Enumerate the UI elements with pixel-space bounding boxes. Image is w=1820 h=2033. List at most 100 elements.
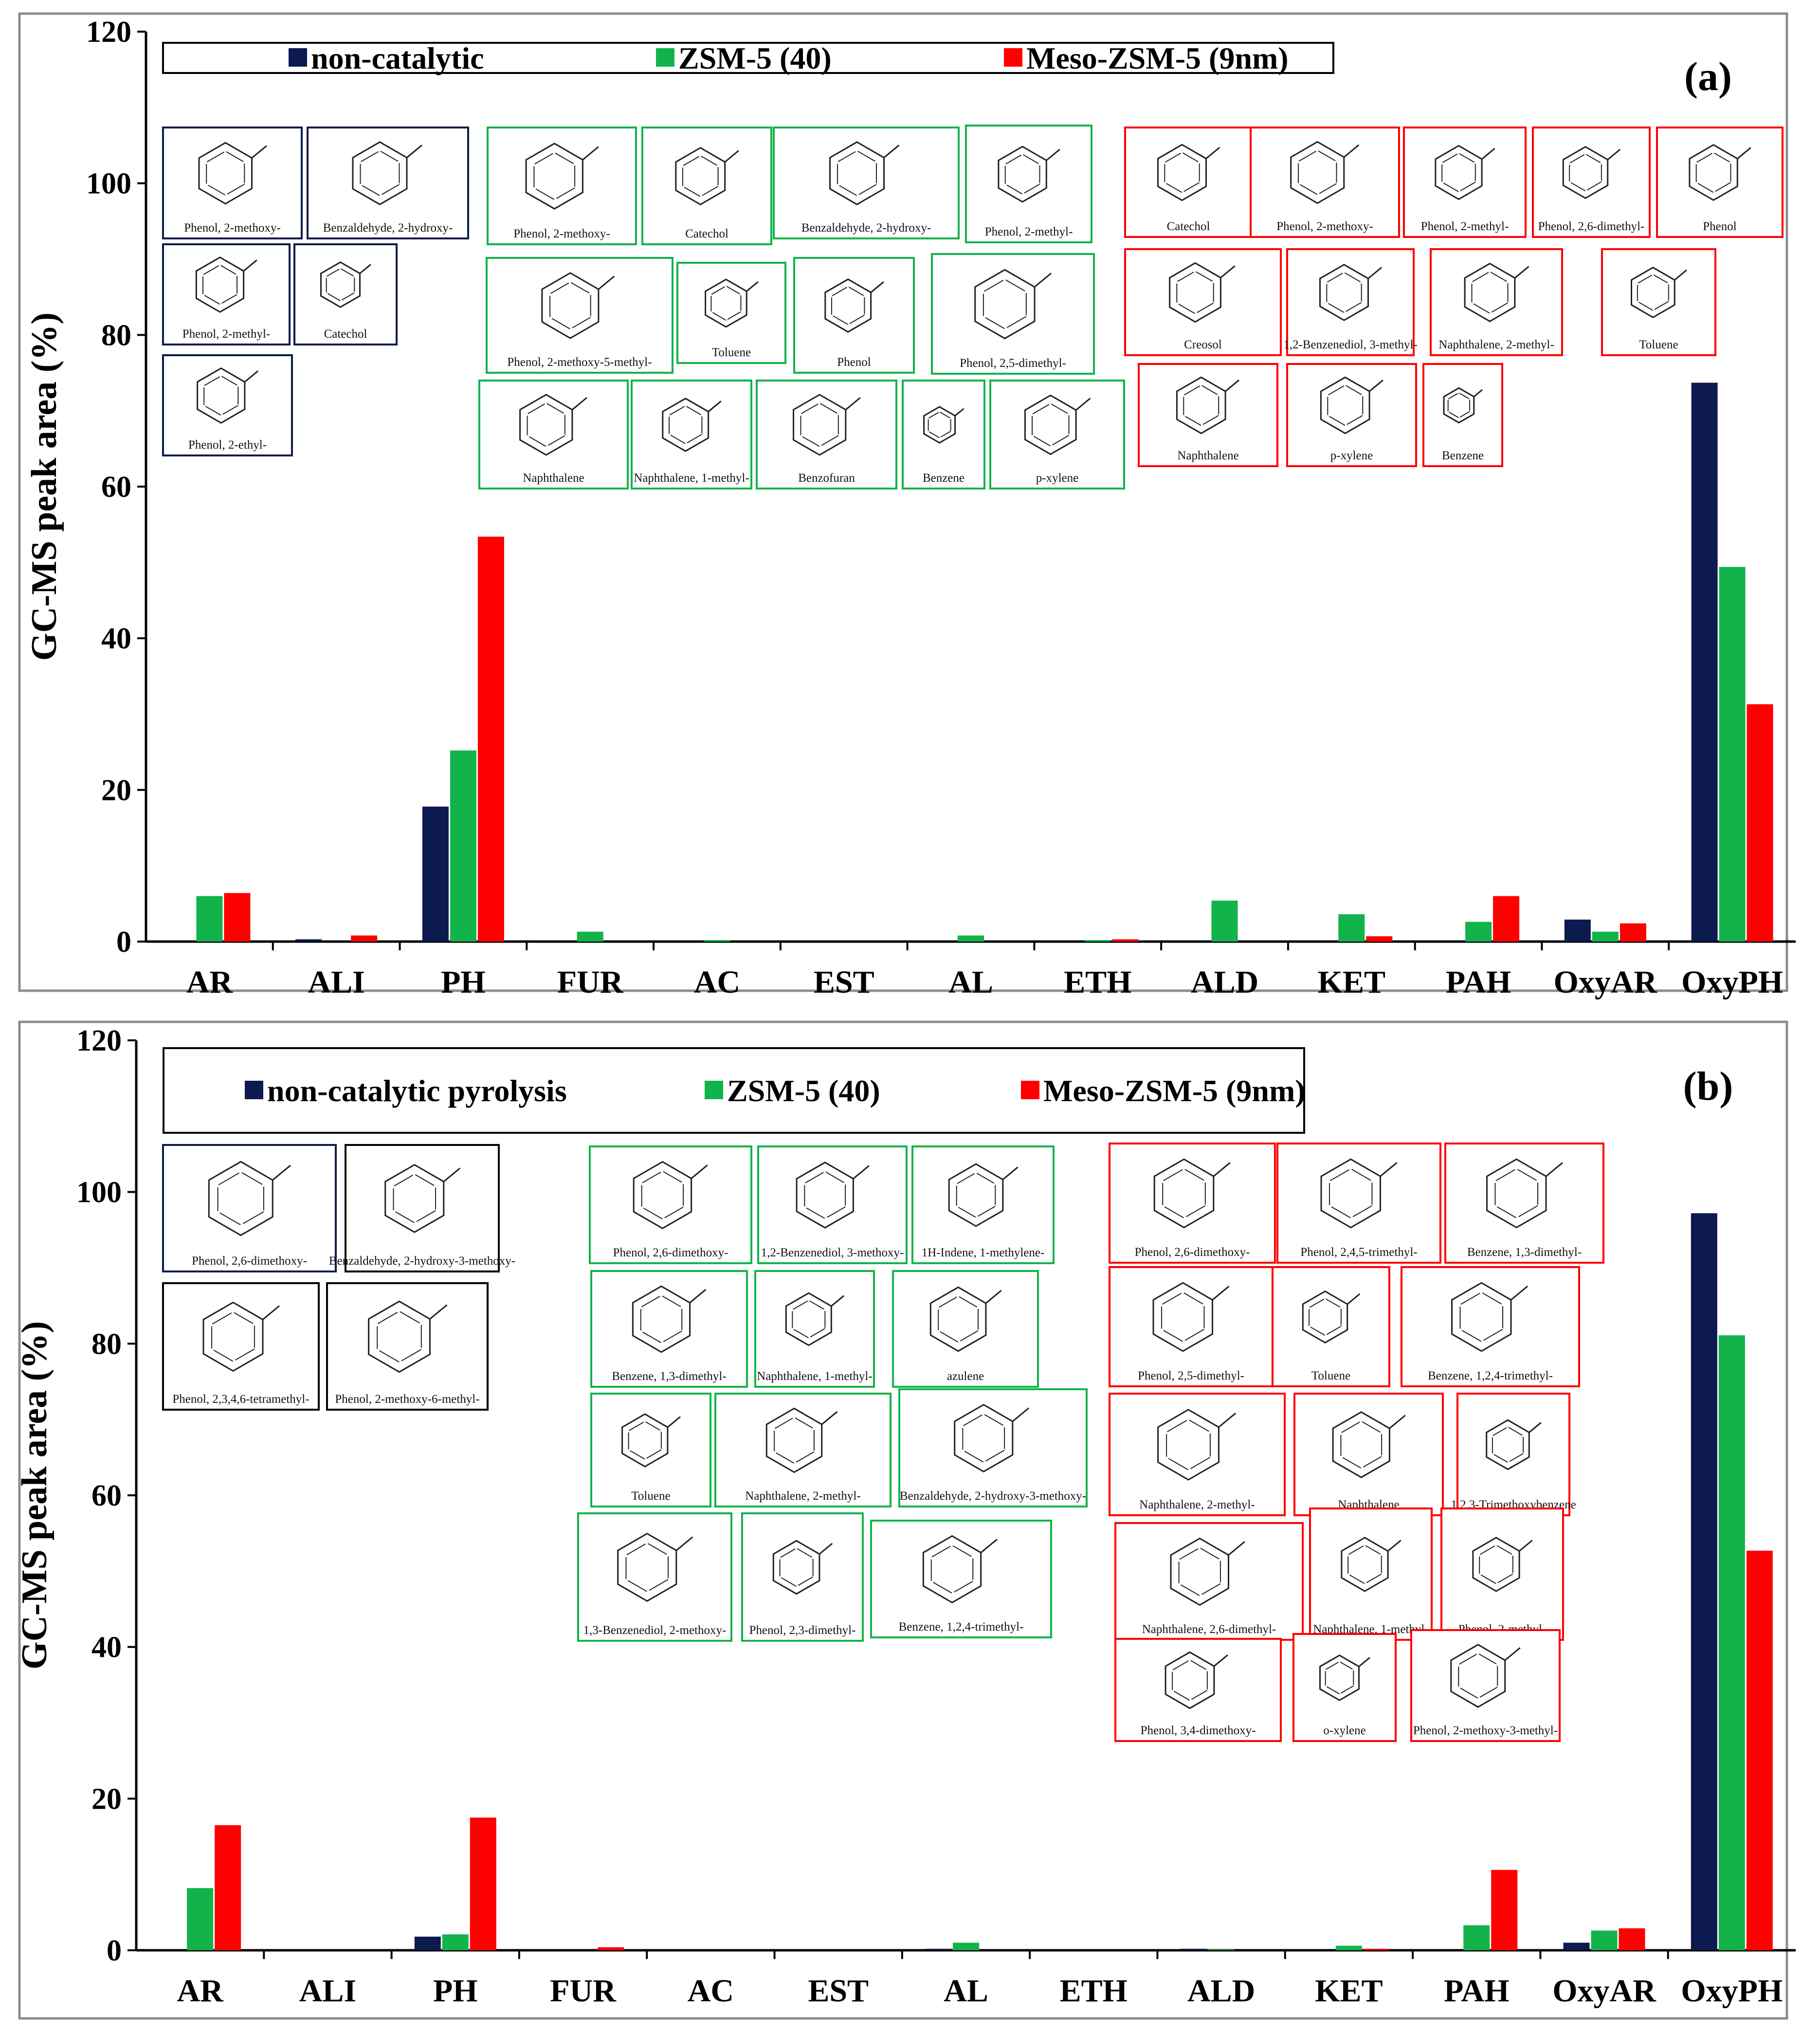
structure-label: Phenol, 2-methoxy- xyxy=(184,221,281,235)
structure-frame xyxy=(162,354,293,456)
category-label: EST xyxy=(808,1973,869,2009)
molecule-substituent xyxy=(853,1165,870,1180)
molecule-substituent xyxy=(1737,147,1751,160)
structure-frame xyxy=(911,1145,1055,1264)
molecule-substituent xyxy=(1607,148,1621,161)
molecule-ring xyxy=(1464,262,1516,323)
molecule-substituent xyxy=(429,1304,448,1320)
molecule-substituent xyxy=(1205,146,1220,160)
structure-box: Phenol, 2-methyl- xyxy=(1440,1507,1564,1641)
category-label: FUR xyxy=(550,1973,617,2009)
molecule-ring xyxy=(1024,394,1077,455)
legend-swatch xyxy=(289,48,307,67)
y-tick-label: 80 xyxy=(101,319,131,352)
structure-box: p-xylene xyxy=(989,380,1125,490)
bar-meso_zsm5 xyxy=(598,1947,624,1950)
structure-box: Naphthalene xyxy=(1293,1393,1444,1516)
molecule-ring xyxy=(1486,1419,1530,1470)
structure-frame xyxy=(1292,1633,1397,1742)
structure-label: Benzaldehyde, 2-hydroxy-3-methoxy- xyxy=(900,1489,1086,1503)
molecule-ring xyxy=(621,1413,669,1468)
molecule-ring xyxy=(195,256,245,313)
structure-box: Toluene xyxy=(1272,1266,1390,1387)
bar-meso_zsm5 xyxy=(351,935,378,942)
structure-label: Phenol, 2,6-dimethoxy- xyxy=(1135,1246,1250,1259)
bar-meso_zsm5 xyxy=(1747,704,1773,942)
bar-meso_zsm5 xyxy=(215,1825,241,1950)
structure-frame xyxy=(1109,1143,1276,1264)
structure-box: 1,2,3-Trimethoxybenzene xyxy=(1451,1393,1576,1516)
bar-meso_zsm5 xyxy=(1363,1948,1390,1950)
legend-swatch xyxy=(1021,1081,1039,1099)
bar-non_catalytic xyxy=(422,806,449,942)
structure-box: Phenol xyxy=(793,257,915,374)
legend-entry: non-catalytic pyrolysis xyxy=(267,1073,567,1108)
structure-frame xyxy=(902,380,985,490)
structure-frame xyxy=(931,253,1095,375)
structure-box: Benzene, 1,2,4-trimethyl- xyxy=(870,1520,1052,1638)
structure-frame xyxy=(486,257,673,374)
y-axis-title: GC-MS peak area (%) xyxy=(24,312,64,661)
y-tick-label: 120 xyxy=(86,16,131,49)
bar-non_catalytic xyxy=(925,1948,951,1950)
molecule-ring xyxy=(705,278,747,328)
molecule-ring xyxy=(1319,264,1369,321)
bar-non_catalytic xyxy=(1691,382,1718,942)
molecule-ring xyxy=(1290,141,1345,204)
category-label: PH xyxy=(441,964,486,1000)
structure-box: Phenol, 2,5-dimethyl- xyxy=(1109,1266,1274,1387)
molecule-ring xyxy=(922,1535,982,1604)
structure-frame xyxy=(1109,1393,1286,1516)
bar-zsm5 xyxy=(1463,1925,1490,1950)
molecule-substituent xyxy=(244,370,259,383)
structure-label: Phenol, 2-ethyl- xyxy=(188,438,267,452)
structure-frame xyxy=(1532,127,1651,238)
category-label: ALI xyxy=(308,964,364,1000)
structure-label: Phenol, 2,4,5-trimethyl- xyxy=(1300,1246,1417,1259)
structure-box: Catechol xyxy=(1124,127,1253,238)
structure-box: Phenol, 2,3-dimethyl- xyxy=(741,1512,864,1642)
structure-label: Benzene xyxy=(1442,449,1484,462)
structure-label: Naphthalene, 2,6-dimethyl- xyxy=(1142,1623,1276,1636)
category-label: AC xyxy=(694,964,740,1000)
molecule-ring xyxy=(1562,145,1609,200)
molecule-substituent xyxy=(883,145,900,159)
molecule-ring xyxy=(633,1161,692,1230)
legend: non-catalytic pyrolysis ZSM-5 (40) Meso-ZS… xyxy=(163,1047,1306,1134)
structure-label: azulene xyxy=(947,1370,984,1383)
category-label: OxyAR xyxy=(1554,964,1658,1000)
structure-box: Benzene xyxy=(902,380,985,490)
molecule-substituent xyxy=(985,1289,1002,1304)
molecule-ring xyxy=(1302,1290,1348,1344)
molecule-ring xyxy=(1631,266,1675,319)
structure-frame xyxy=(892,1270,1039,1388)
category-label: KET xyxy=(1318,964,1385,1000)
bar-zsm5 xyxy=(577,931,603,942)
molecule-substituent xyxy=(1369,380,1383,392)
molecule-ring xyxy=(1176,376,1226,435)
molecule-ring xyxy=(675,146,726,206)
structure-label: Phenol, 2,3,4,6-tetramethyl- xyxy=(172,1393,309,1406)
structure-box: Phenol xyxy=(1656,127,1784,238)
molecule-ring xyxy=(1320,376,1370,435)
structure-box: Phenol, 2-methoxy-3-methyl- xyxy=(1410,1629,1561,1742)
y-tick-label: 20 xyxy=(101,774,131,807)
structure-box: Naphthalene, 2-methyl- xyxy=(714,1393,892,1507)
molecule-substituent xyxy=(1225,380,1239,392)
molecule-substituent xyxy=(954,408,965,417)
structure-box: Benzene xyxy=(1422,363,1503,467)
structure-frame xyxy=(773,127,960,239)
structure-frame xyxy=(1276,1143,1441,1264)
molecule-substituent xyxy=(1514,266,1529,279)
molecule-substituent xyxy=(262,1305,280,1320)
structure-label: Toluene xyxy=(631,1489,670,1503)
molecule-substituent xyxy=(406,145,422,159)
bar-zsm5 xyxy=(450,750,476,942)
y-tick-label: 60 xyxy=(91,1479,122,1512)
structure-box: Benzofuran xyxy=(756,380,897,490)
structure-box: Phenol, 2-methyl- xyxy=(162,243,291,345)
molecule-substituent xyxy=(667,1416,681,1428)
structure-box: Phenol, 2-methyl- xyxy=(1403,127,1527,238)
structure-label: Phenol xyxy=(1703,220,1737,233)
structure-frame xyxy=(1403,127,1527,238)
